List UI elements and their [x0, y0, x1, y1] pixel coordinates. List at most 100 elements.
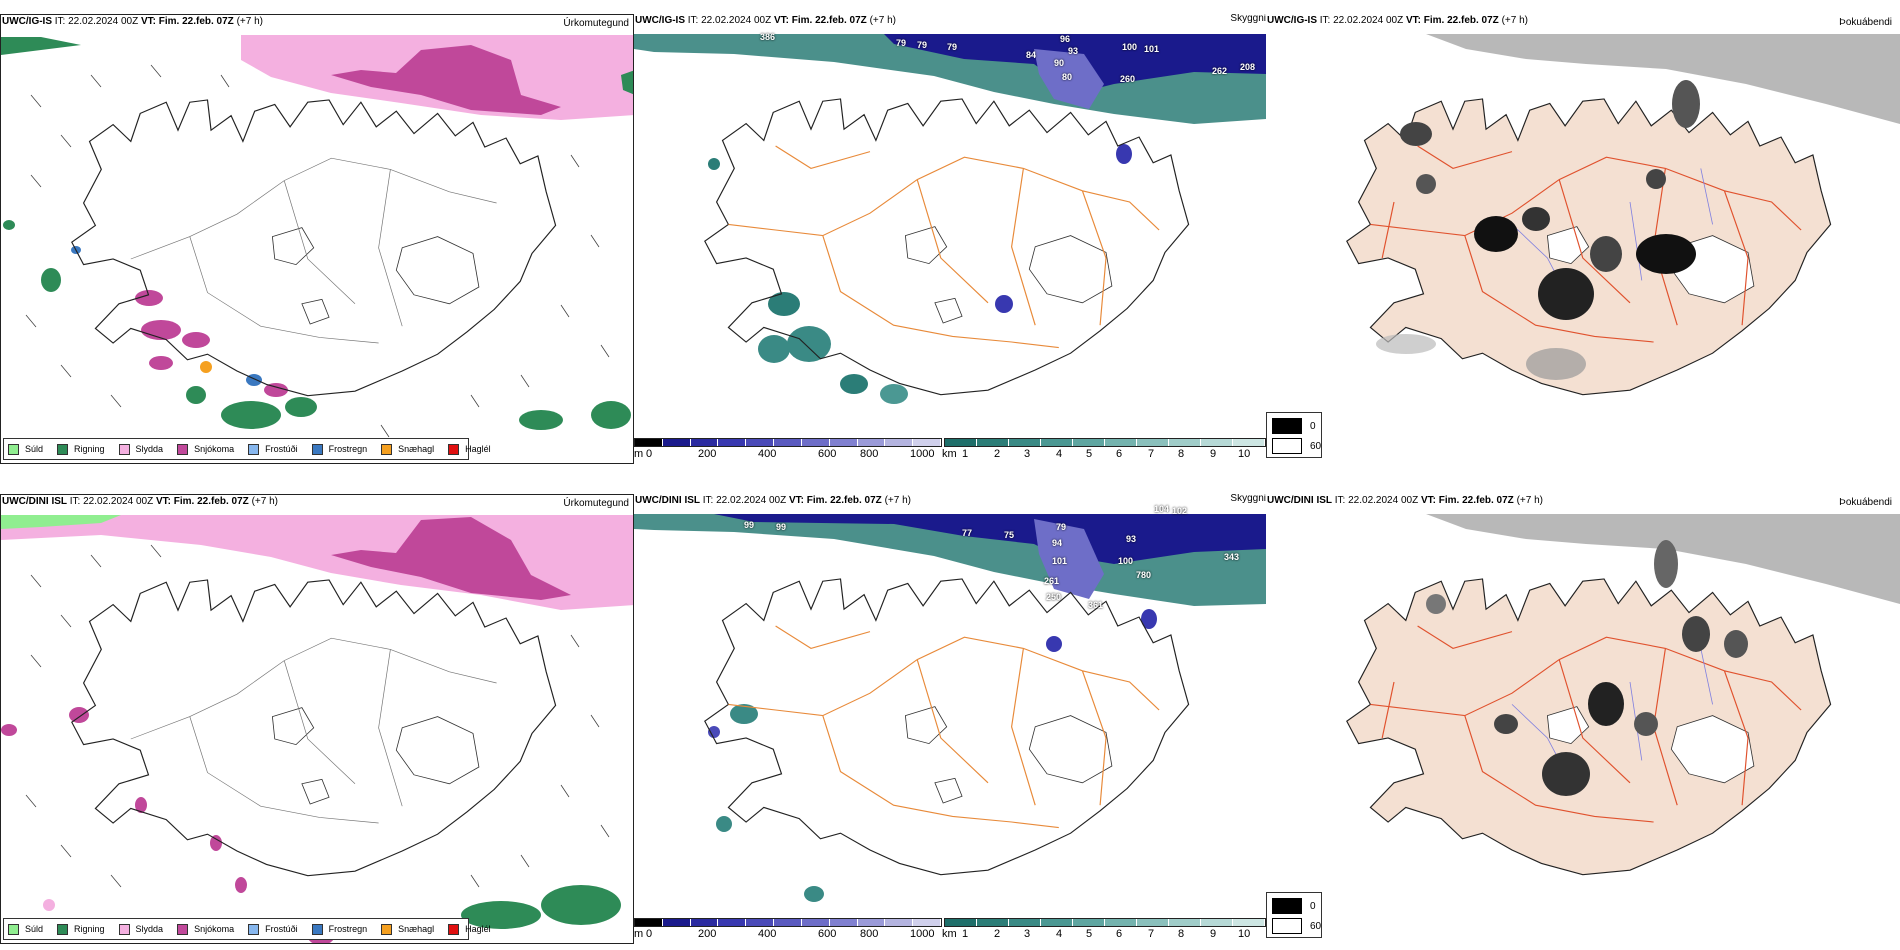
vis-unit: km: [942, 928, 957, 940]
precip-map-row2: [1, 515, 633, 943]
vis-tick: 5: [1086, 928, 1093, 940]
legend-item: Rigning: [57, 923, 105, 935]
vis-tick: 4: [1056, 928, 1063, 940]
precip-legend-row2: Súld Rigning Slydda Snjókoma Frostúði Fr…: [3, 918, 491, 940]
header-precip-row1: UWC/IG-IS IT: 22.02.2024 00Z VT: Fim. 22…: [2, 16, 263, 27]
vis-tick: 9: [1210, 448, 1217, 460]
panel-title-visibility-row1: Skyggni: [1230, 14, 1266, 24]
ceiling-tick: 600: [818, 448, 837, 460]
vis-tick: 1: [962, 448, 969, 460]
header-precip-row2: UWC/DINI ISL IT: 22.02.2024 00Z VT: Fim.…: [2, 496, 278, 507]
legend-item: Frostregn: [311, 923, 367, 935]
visibility-colorbar: [944, 438, 1266, 447]
legend-item: Frostúði: [248, 923, 298, 935]
visibility-map-row1: [634, 34, 1266, 454]
visibility-colorbar: [944, 918, 1266, 927]
legend-item: Snjókoma: [177, 923, 234, 935]
vis-tick: 10: [1238, 928, 1251, 940]
fog-legend-row2: 0 60: [1266, 892, 1322, 938]
visibility-panel-row1: UWC/IG-IS IT: 22.02.2024 00Z VT: Fim. 22…: [634, 14, 1266, 464]
vis-tick: 3: [1024, 928, 1031, 940]
vis-value: 104: [1154, 504, 1170, 514]
precip-panel-row1: UWC/IG-IS IT: 22.02.2024 00Z VT: Fim. 22…: [0, 14, 634, 464]
legend-item: Rigning: [57, 443, 105, 455]
ceiling-tick: 0: [646, 448, 653, 460]
vis-tick: 7: [1148, 928, 1155, 940]
legend-item: Haglél: [448, 443, 491, 455]
precip-panel-row2: UWC/DINI ISL IT: 22.02.2024 00Z VT: Fim.…: [0, 494, 634, 944]
ceiling-tick: 1000: [910, 448, 935, 460]
vis-value: 343: [1224, 552, 1240, 562]
legend-item: Snjókoma: [177, 443, 234, 455]
vis-value: 99: [776, 522, 787, 532]
vis-value: 101: [1052, 556, 1068, 566]
visibility-panel-row2: UWC/DINI ISL IT: 22.02.2024 00Z VT: Fim.…: [634, 494, 1266, 944]
vis-value: 79: [896, 38, 907, 48]
vis-tick: 7: [1148, 448, 1155, 460]
vis-value: 75: [1004, 530, 1015, 540]
vis-tick: 6: [1116, 448, 1123, 460]
colorbars-row2: m 0 200 400 600 800 1000 km 1 2 3 4 5 6 …: [634, 918, 1266, 944]
fog-panel-row1: UWC/IG-IS IT: 22.02.2024 00Z VT: Fim. 22…: [1266, 14, 1900, 464]
ceiling-tick: 800: [860, 448, 879, 460]
vis-value: 94: [1052, 538, 1063, 548]
ceiling-tick: 400: [758, 448, 777, 460]
vis-value: 386: [760, 32, 776, 42]
precip-legend-row1: Súld Rigning Slydda Snjókoma Frostúði Fr…: [3, 438, 491, 460]
vis-value: 250: [1046, 592, 1062, 602]
vis-tick: 10: [1238, 448, 1251, 460]
vis-value: 100: [1118, 556, 1134, 566]
legend-item: Slydda: [118, 923, 163, 935]
legend-item: Frostregn: [311, 443, 367, 455]
vis-value: 208: [1240, 62, 1256, 72]
visibility-map-row2: [634, 514, 1266, 934]
legend-item: Snæhagl: [381, 923, 434, 935]
fog-panel-row2: UWC/DINI ISL IT: 22.02.2024 00Z VT: Fim.…: [1266, 494, 1900, 944]
vis-tick: 9: [1210, 928, 1217, 940]
ceiling-tick: 400: [758, 928, 777, 940]
fog-legend-row1: 0 60: [1266, 412, 1322, 458]
ceiling-tick: 0: [646, 928, 653, 940]
vis-value: 84: [1026, 50, 1037, 60]
header-visibility-row1: UWC/IG-IS IT: 22.02.2024 00Z VT: Fim. 22…: [635, 15, 896, 26]
vis-tick: 3: [1024, 448, 1031, 460]
ceiling-tick: 200: [698, 448, 717, 460]
ceiling-tick: 1000: [910, 928, 935, 940]
panel-title-fog-row2: Þokuábendi: [1839, 497, 1892, 508]
vis-value: 96: [1060, 34, 1071, 44]
header-fog-row2: UWC/DINI ISL IT: 22.02.2024 00Z VT: Fim.…: [1267, 495, 1543, 506]
colorbars-row1: m 0 200 400 600 800 1000 km 1 2 3 4 5 6 …: [634, 438, 1266, 464]
ceiling-tick: 200: [698, 928, 717, 940]
vis-value: 780: [1136, 570, 1152, 580]
vis-value: 361: [1088, 600, 1104, 610]
ceiling-tick: 800: [860, 928, 879, 940]
vis-value: 99: [744, 520, 755, 530]
header-fog-row1: UWC/IG-IS IT: 22.02.2024 00Z VT: Fim. 22…: [1267, 15, 1528, 26]
vis-value: 261: [1044, 576, 1060, 586]
legend-item: Súld: [8, 443, 43, 455]
panel-title-visibility-row2: Skyggni: [1230, 494, 1266, 504]
panel-title-precip-row2: Úrkomutegund: [563, 498, 629, 509]
vis-value: 90: [1054, 58, 1065, 68]
vis-value: 260: [1120, 74, 1136, 84]
vis-tick: 5: [1086, 448, 1093, 460]
vis-tick: 6: [1116, 928, 1123, 940]
vis-tick: 4: [1056, 448, 1063, 460]
precip-map-row1: [1, 35, 633, 463]
legend-item: Slydda: [118, 443, 163, 455]
ceiling-tick: 600: [818, 928, 837, 940]
vis-value: 100: [1122, 42, 1138, 52]
header-visibility-row2: UWC/DINI ISL IT: 22.02.2024 00Z VT: Fim.…: [635, 495, 911, 506]
panel-title-precip-row1: Úrkomutegund: [563, 18, 629, 29]
ceiling-colorbar: [634, 438, 942, 447]
legend-item: Snæhagl: [381, 443, 434, 455]
fog-map-row2: [1266, 514, 1900, 944]
vis-value: 93: [1068, 46, 1079, 56]
panel-title-fog-row1: Þokuábendi: [1839, 17, 1892, 28]
ceiling-unit: m: [634, 928, 644, 940]
vis-unit: km: [942, 448, 957, 460]
vis-tick: 8: [1178, 928, 1185, 940]
vis-value: 93: [1126, 534, 1137, 544]
vis-value: 79: [917, 40, 928, 50]
legend-item: Haglél: [448, 923, 491, 935]
